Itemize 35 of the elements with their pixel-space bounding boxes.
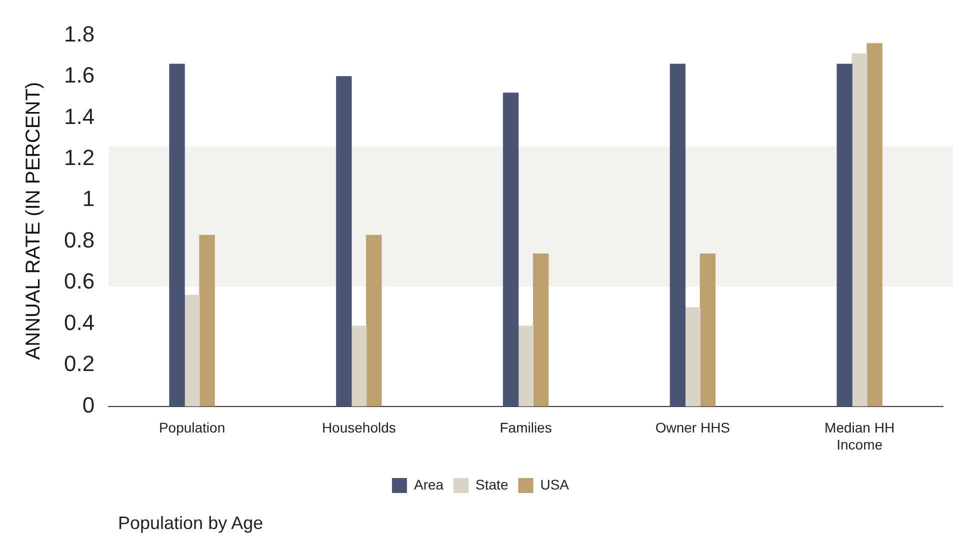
bar — [336, 76, 352, 406]
y-tick-label: 1 — [82, 186, 95, 212]
bar — [199, 234, 215, 406]
bar — [184, 294, 200, 406]
x-tick-label: Owner HHS — [655, 420, 730, 436]
x-tick-label: Families — [500, 420, 552, 436]
bar — [866, 43, 882, 406]
bar — [502, 92, 519, 406]
y-axis-title: ANNUAL RATE (IN PERCENT) — [22, 82, 45, 360]
x-tick-label: Population — [158, 420, 226, 436]
bar — [836, 64, 852, 406]
legend-label: State — [476, 476, 508, 492]
bar — [670, 64, 686, 406]
y-tick-label: 1.8 — [64, 21, 95, 46]
y-tick-label: 1.2 — [64, 144, 95, 170]
bar — [684, 307, 701, 406]
x-tick-label: Households — [322, 420, 396, 436]
bar — [169, 64, 185, 406]
y-tick-label: 1.4 — [64, 104, 95, 129]
bar — [366, 234, 382, 406]
bar — [852, 53, 868, 406]
legend-label: USA — [540, 476, 570, 492]
y-tick-label: 0.6 — [64, 268, 95, 294]
bar — [700, 253, 716, 406]
x-tick-label: Median HH Income — [824, 420, 895, 452]
y-tick-label: 0.8 — [64, 227, 95, 252]
y-tick-label: 1.6 — [64, 62, 95, 88]
text: Population by Age — [118, 513, 264, 534]
legend-label: Area — [414, 476, 444, 492]
y-tick-label: 0 — [82, 392, 95, 418]
bar — [532, 253, 549, 406]
y-tick-label: 0.4 — [64, 310, 95, 335]
bar — [518, 326, 534, 406]
y-tick-label: 0.2 — [64, 351, 95, 376]
bar — [351, 326, 367, 406]
